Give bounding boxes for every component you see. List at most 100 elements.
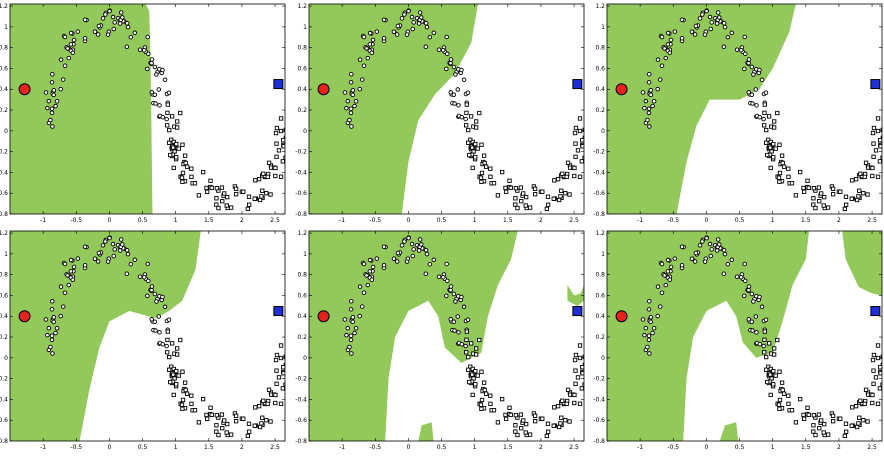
circle-point	[347, 117, 352, 123]
labeled-circle-point	[317, 83, 330, 96]
y-tick-label: 0	[303, 128, 307, 135]
square-point	[573, 141, 578, 146]
square-point	[168, 152, 173, 158]
square-point	[288, 338, 291, 341]
circle-point	[721, 271, 727, 277]
circle-point	[689, 29, 695, 35]
y-tick-label: 0.8	[0, 45, 8, 52]
y-tick-label: 1.2	[0, 230, 8, 237]
square-point	[801, 412, 806, 418]
square-point	[573, 352, 579, 358]
square-point	[865, 419, 870, 424]
circle-point	[444, 34, 449, 40]
x-tick-label: -1	[40, 217, 46, 224]
square-point	[545, 202, 551, 207]
circle-point	[96, 250, 102, 256]
square-point	[786, 393, 791, 398]
circle-point	[70, 50, 76, 56]
y-tick-label: 1.2	[595, 3, 605, 10]
square-point	[780, 160, 785, 166]
circle-point	[68, 42, 74, 47]
square-point	[853, 404, 859, 409]
square-point	[473, 382, 478, 387]
circle-point	[419, 242, 424, 247]
y-tick-label: -0.8	[593, 438, 605, 445]
square-point	[552, 178, 557, 183]
square-point	[466, 367, 471, 372]
circle-point	[111, 26, 117, 32]
square-point	[175, 352, 180, 357]
labeled-square-point	[273, 79, 284, 90]
y-tick-label: -0.2	[593, 149, 605, 156]
square-point	[527, 205, 533, 210]
circle-point	[49, 106, 55, 112]
square-point	[532, 186, 538, 191]
axes-frame	[308, 3, 585, 215]
square-point	[478, 175, 484, 180]
square-point	[257, 424, 263, 430]
circle-point	[704, 235, 709, 241]
square-point	[811, 186, 817, 191]
square-point	[265, 174, 270, 180]
square-point	[261, 171, 266, 176]
circle-point	[105, 259, 111, 264]
square-point	[513, 196, 518, 201]
square-point	[777, 142, 782, 147]
circle-point	[647, 124, 652, 129]
x-tick-label: 0.5	[437, 217, 447, 224]
circle-point	[402, 12, 407, 17]
circle-point	[153, 101, 158, 106]
circle-point	[459, 67, 464, 73]
circle-point	[448, 60, 453, 66]
square-point	[521, 418, 526, 423]
square-point	[811, 413, 817, 418]
square-point	[793, 193, 799, 198]
square-point	[273, 357, 279, 363]
circle-point	[757, 114, 763, 120]
circle-point	[367, 30, 373, 36]
square-point	[183, 160, 188, 166]
circle-point	[465, 317, 471, 323]
x-tick-label: 1.5	[503, 444, 513, 451]
square-point	[508, 412, 513, 417]
circle-point	[348, 333, 354, 339]
square-point	[468, 114, 474, 119]
square-point	[200, 396, 206, 402]
decision-region-fragment	[567, 285, 584, 306]
axes-frame	[606, 230, 883, 442]
circle-point	[395, 250, 401, 256]
square-point	[464, 350, 469, 355]
square-point	[208, 405, 213, 410]
circle-point	[51, 87, 57, 93]
square-point	[488, 393, 493, 398]
square-point	[482, 387, 487, 393]
square-point	[474, 346, 479, 351]
square-point	[225, 194, 230, 200]
square-point	[856, 421, 861, 426]
circle-point	[149, 60, 154, 66]
square-point	[875, 116, 881, 121]
circle-point	[746, 287, 751, 293]
circle-point	[648, 319, 654, 325]
square-point	[519, 426, 524, 431]
square-point	[259, 194, 264, 199]
square-point	[479, 142, 484, 147]
square-point	[768, 392, 773, 398]
circle-point	[721, 247, 727, 253]
circle-point	[364, 46, 369, 51]
square-point	[580, 144, 584, 149]
square-point	[558, 194, 563, 199]
square-point	[816, 185, 822, 190]
square-point	[762, 102, 767, 107]
circle-point	[448, 287, 453, 293]
circle-point	[58, 86, 63, 92]
square-point	[479, 406, 484, 411]
square-point	[260, 415, 265, 420]
x-tick-label: 1	[174, 444, 178, 451]
square-point	[253, 405, 258, 410]
square-point	[171, 372, 176, 377]
circle-point	[54, 326, 60, 331]
square-point	[174, 155, 179, 160]
square-point	[483, 391, 489, 396]
square-point	[209, 185, 214, 190]
